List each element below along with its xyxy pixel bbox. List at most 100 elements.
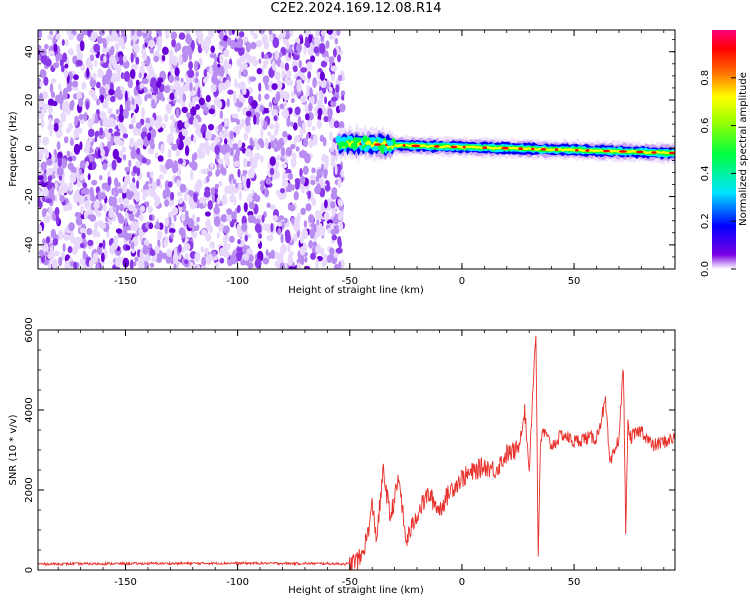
noise-blob	[119, 54, 123, 66]
noise-blob	[285, 147, 293, 157]
colorbar-tick-label: 0.8	[700, 70, 711, 86]
noise-blob	[191, 231, 198, 239]
noise-blob	[103, 55, 107, 64]
noise-blob	[97, 190, 102, 202]
noise-blob	[102, 42, 108, 49]
noise-blob	[49, 252, 55, 258]
noise-blob	[200, 265, 208, 269]
noise-blob	[247, 54, 253, 64]
noise-blob	[134, 141, 140, 149]
noise-blob	[247, 214, 254, 224]
noise-blob	[218, 223, 225, 233]
noise-blob	[304, 265, 311, 269]
noise-blob	[54, 181, 59, 190]
noise-blob	[181, 246, 185, 253]
noise-blob	[47, 123, 55, 131]
noise-blob	[233, 160, 241, 168]
noise-blob	[210, 45, 215, 53]
noise-blob	[245, 116, 251, 127]
noise-blob	[148, 71, 154, 78]
noise-blob	[290, 250, 294, 257]
noise-blob	[132, 165, 138, 174]
noise-blob	[285, 30, 290, 35]
noise-blob	[214, 261, 220, 268]
noise-blob	[39, 81, 43, 88]
noise-blob	[254, 258, 262, 269]
noise-blob	[211, 75, 218, 85]
noise-blob	[143, 136, 149, 145]
noise-blob	[315, 30, 320, 37]
noise-blob	[165, 161, 171, 170]
noise-blob	[192, 192, 198, 203]
noise-blob	[327, 198, 332, 204]
noise-blob	[115, 64, 122, 75]
noise-blob	[170, 232, 174, 240]
noise-blob	[145, 93, 152, 99]
noise-blob	[150, 170, 154, 179]
noise-blob	[288, 266, 295, 269]
noise-blob	[238, 69, 242, 79]
noise-blob	[131, 247, 136, 254]
noise-blob	[244, 234, 248, 242]
noise-blob	[184, 121, 190, 129]
noise-blob	[238, 190, 243, 201]
noise-blob	[254, 223, 262, 233]
noise-blob	[316, 183, 321, 192]
noise-blob	[278, 194, 285, 200]
noise-blob	[174, 45, 178, 53]
noise-blob	[312, 241, 318, 248]
noise-blob	[40, 118, 45, 129]
noise-blob	[104, 73, 110, 85]
noise-blob	[69, 100, 75, 111]
noise-blob	[71, 246, 79, 255]
noise-blob	[277, 221, 282, 227]
noise-blob	[273, 98, 279, 104]
noise-blob	[276, 189, 281, 197]
noise-blob	[63, 136, 69, 144]
noise-blob	[165, 30, 170, 40]
noise-blob	[173, 80, 181, 91]
noise-blob	[280, 233, 284, 244]
noise-blob	[214, 55, 218, 63]
noise-blob	[288, 256, 293, 263]
noise-blob	[158, 30, 162, 38]
noise-blob	[258, 82, 262, 92]
noise-blob	[47, 34, 54, 41]
noise-blob	[319, 42, 326, 54]
noise-blob	[113, 134, 121, 145]
noise-blob	[187, 69, 195, 78]
noise-blob	[236, 101, 244, 108]
noise-blob	[226, 214, 233, 223]
noise-blob	[61, 182, 69, 194]
noise-blob	[328, 86, 333, 93]
noise-blob	[121, 183, 128, 194]
spectrogram-y-axis: -40 -20 0 20 40	[24, 39, 675, 270]
noise-blob	[142, 244, 149, 255]
noise-blob	[260, 127, 264, 138]
noise-blob	[90, 31, 97, 42]
signal-blob	[371, 146, 379, 152]
noise-blob	[249, 76, 257, 82]
noise-blob	[218, 123, 223, 131]
noise-blob	[213, 216, 221, 227]
noise-blob	[67, 156, 73, 162]
chart-title: C2E2.2024.169.12.08.R14	[270, 1, 442, 16]
noise-blob	[320, 78, 327, 89]
noise-blob	[54, 206, 60, 217]
noise-blob	[169, 228, 176, 234]
noise-blob	[163, 113, 169, 123]
noise-blob	[309, 140, 313, 148]
noise-blob	[177, 191, 183, 197]
noise-blob	[74, 211, 81, 218]
noise-blob	[330, 228, 337, 236]
noise-blob	[303, 220, 308, 228]
noise-blob	[241, 175, 247, 183]
noise-blob	[340, 90, 346, 97]
noise-blob	[106, 35, 110, 46]
noise-blob	[132, 114, 136, 122]
noise-blob	[271, 108, 278, 118]
noise-blob	[68, 33, 75, 41]
noise-blob	[128, 204, 135, 212]
noise-blob	[269, 234, 274, 242]
noise-blob	[149, 116, 155, 128]
